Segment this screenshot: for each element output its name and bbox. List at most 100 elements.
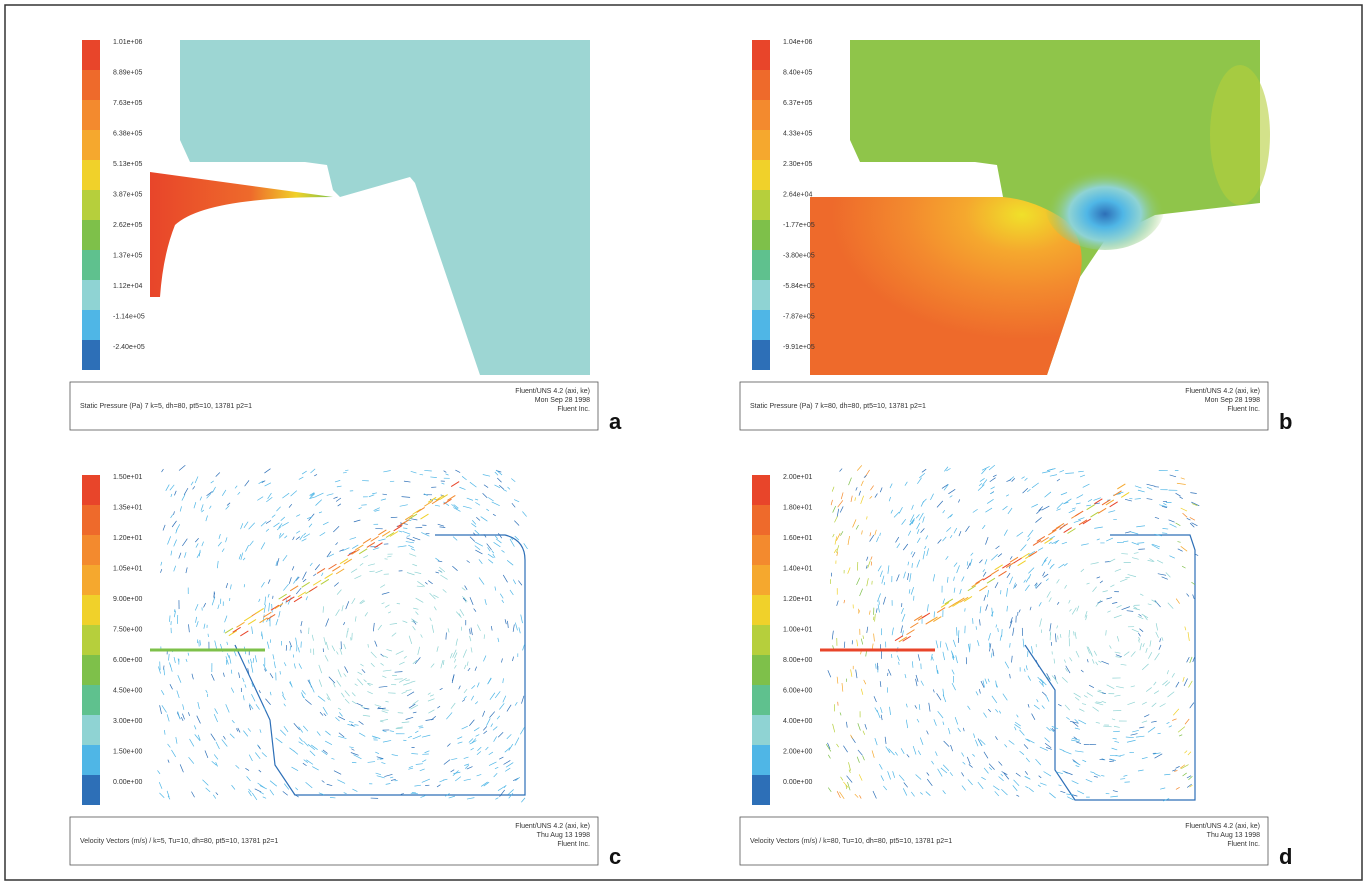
velocity-vector <box>1027 739 1035 743</box>
velocity-vector <box>245 480 249 486</box>
velocity-vector <box>1064 499 1071 504</box>
jet-vector <box>371 536 379 541</box>
velocity-vector <box>373 548 379 550</box>
jet-vector <box>1018 561 1026 566</box>
colorbar-label: 6.00e+00 <box>783 687 812 694</box>
jet-vector <box>1060 524 1068 529</box>
caption: Velocity Vectors (m/s) / k=5, Tu=10, dh=… <box>80 838 278 845</box>
velocity-vector <box>991 653 992 658</box>
velocity-vector <box>193 486 195 489</box>
velocity-vector <box>880 488 882 493</box>
velocity-vector <box>195 617 196 623</box>
velocity-vector <box>1028 704 1029 707</box>
velocity-vector <box>396 651 404 655</box>
velocity-vector <box>182 714 184 720</box>
velocity-vector <box>411 549 415 551</box>
velocity-vector <box>179 465 185 470</box>
velocity-vector <box>1162 637 1163 641</box>
velocity-vector <box>496 539 501 543</box>
velocity-vector <box>159 793 164 798</box>
velocity-vector <box>303 579 306 582</box>
velocity-vector <box>184 488 188 495</box>
velocity-vector <box>1024 580 1026 583</box>
velocity-vector <box>261 582 264 587</box>
velocity-vector <box>1103 591 1108 592</box>
velocity-vector <box>1075 751 1084 752</box>
velocity-vector <box>1043 574 1048 577</box>
velocity-vector <box>503 489 507 491</box>
velocity-vector <box>935 752 937 756</box>
velocity-vector <box>1098 690 1101 691</box>
velocity-vector <box>391 779 396 780</box>
colorbar-label: 5.13e+05 <box>113 161 142 168</box>
velocity-vector <box>264 469 270 473</box>
velocity-vector <box>213 795 216 799</box>
velocity-vector <box>449 796 455 798</box>
velocity-vector <box>255 789 261 792</box>
velocity-vector <box>160 569 161 573</box>
velocity-vector <box>335 717 339 721</box>
velocity-vector <box>943 790 946 794</box>
velocity-vector <box>383 740 391 742</box>
velocity-vector <box>878 604 879 612</box>
velocity-vector <box>157 770 160 773</box>
velocity-vector <box>279 533 281 537</box>
velocity-vector <box>998 554 1002 557</box>
velocity-vector <box>506 763 513 768</box>
velocity-vector <box>1028 568 1034 574</box>
velocity-vector <box>167 714 169 721</box>
velocity-vector <box>201 510 203 512</box>
colorbar-label: -2.40e+05 <box>113 344 145 351</box>
velocity-vector <box>493 514 496 516</box>
velocity-vector <box>430 593 436 599</box>
velocity-vector <box>857 640 858 647</box>
velocity-vector <box>440 575 447 579</box>
fluid-region <box>180 40 590 375</box>
velocity-vector <box>440 527 446 528</box>
velocity-vector <box>467 498 473 500</box>
velocity-vector <box>471 647 472 652</box>
colorbar-label: 8.40e+05 <box>783 69 812 76</box>
velocity-vector <box>382 592 389 594</box>
velocity-vector <box>1114 726 1120 727</box>
velocity-vector <box>464 689 467 693</box>
velocity-vector <box>1155 653 1160 660</box>
velocity-vector <box>201 504 203 510</box>
velocity-vector <box>1172 673 1175 677</box>
velocity-vector <box>276 619 278 625</box>
velocity-vector <box>954 577 955 581</box>
velocity-vector <box>266 521 271 524</box>
velocity-vector <box>363 715 370 716</box>
velocity-vector <box>872 750 874 757</box>
velocity-vector <box>238 728 240 733</box>
velocity-vector <box>968 779 973 784</box>
velocity-vector <box>495 767 498 768</box>
velocity-vector <box>462 476 466 480</box>
velocity-vector <box>454 659 455 662</box>
velocity-vector <box>859 491 861 496</box>
velocity-vector <box>1177 483 1186 484</box>
velocity-vector <box>351 752 359 755</box>
velocity-vector <box>182 494 185 500</box>
velocity-vector <box>1077 495 1083 499</box>
velocity-vector <box>415 657 420 663</box>
velocity-vector <box>467 798 474 799</box>
velocity-vector <box>1003 694 1007 701</box>
velocity-vector <box>360 664 363 666</box>
velocity-vector <box>422 779 430 782</box>
velocity-vector <box>847 776 853 783</box>
velocity-vector <box>479 559 482 563</box>
velocity-vector <box>369 571 374 572</box>
velocity-vector <box>337 680 341 686</box>
velocity-vector <box>1114 695 1120 696</box>
velocity-vector <box>510 539 514 547</box>
velocity-vector <box>1096 722 1100 723</box>
jet-vector <box>991 570 999 575</box>
velocity-vector <box>464 779 471 781</box>
velocity-vector <box>317 731 320 735</box>
velocity-vector <box>917 478 921 484</box>
velocity-vector <box>295 788 297 790</box>
velocity-vector <box>1114 741 1119 742</box>
velocity-vector <box>226 506 230 510</box>
velocity-vector <box>917 529 919 534</box>
